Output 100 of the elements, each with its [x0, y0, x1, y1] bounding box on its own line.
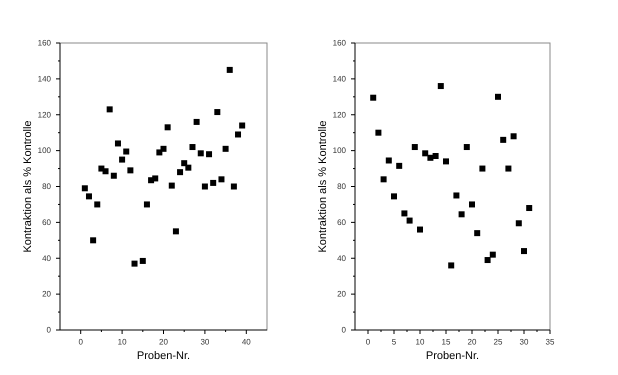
x-axis-title: Proben-Nr.: [426, 350, 480, 362]
point: [469, 201, 475, 208]
x-tick-label: 20: [159, 338, 168, 347]
point: [417, 226, 423, 233]
point: [214, 109, 220, 116]
y-tick-label: 160: [38, 38, 52, 48]
y-tick-label: 140: [38, 74, 52, 84]
point: [82, 185, 88, 192]
point: [406, 218, 413, 224]
point: [164, 124, 171, 130]
point: [132, 260, 138, 267]
y-tick-label: 0: [342, 326, 347, 335]
point: [396, 162, 402, 169]
x-tick-label: 10: [118, 338, 128, 347]
x-tick-label: 20: [468, 338, 477, 347]
point: [438, 83, 444, 90]
point: [194, 118, 200, 125]
point: [222, 146, 229, 152]
point: [235, 131, 242, 138]
point: [90, 237, 96, 244]
x-tick-label: 35: [546, 338, 555, 347]
point: [380, 176, 387, 182]
point: [86, 193, 92, 200]
x-tick-label: 5: [392, 338, 397, 347]
point: [202, 184, 208, 190]
point: [189, 144, 196, 150]
x-tick-label: 30: [200, 338, 210, 347]
point: [168, 182, 175, 189]
point: [172, 228, 179, 234]
x-tick-label: 25: [494, 338, 503, 347]
point: [110, 172, 117, 179]
point: [375, 130, 382, 136]
y-tick-label: 100: [38, 146, 52, 156]
point: [386, 157, 392, 164]
point: [474, 230, 480, 236]
y-tick-label: 40: [42, 254, 52, 263]
point: [458, 211, 465, 218]
point: [210, 180, 216, 186]
point: [123, 148, 130, 155]
point: [479, 166, 486, 172]
point: [484, 257, 491, 264]
point: [114, 140, 121, 146]
point: [218, 176, 224, 182]
x-tick-label: 10: [416, 338, 425, 347]
point: [152, 175, 158, 182]
y-axis-title: Kontraktion als % Kontrolle: [317, 120, 329, 253]
point: [198, 150, 204, 156]
point: [448, 262, 454, 268]
y-axis-title: Kontraktion als % Kontrolle: [22, 120, 34, 253]
y-tick-label: 160: [332, 38, 347, 48]
x-tick-label: 0: [78, 338, 84, 347]
point: [495, 94, 501, 100]
point: [401, 210, 408, 216]
point: [177, 169, 184, 176]
y-tick-label: 40: [337, 254, 347, 263]
point: [516, 220, 522, 226]
point: [94, 201, 100, 208]
point: [140, 258, 146, 264]
y-tick-label: 100: [332, 146, 347, 156]
point: [526, 205, 532, 212]
point: [102, 168, 109, 174]
point: [464, 144, 470, 150]
point: [443, 158, 449, 164]
point: [230, 184, 237, 190]
point: [432, 153, 439, 160]
point: [391, 193, 397, 200]
point: [144, 201, 150, 208]
point: [505, 166, 512, 172]
x-tick-label: 15: [442, 338, 451, 347]
point: [181, 160, 188, 166]
point: [185, 164, 192, 171]
y-tick-label: 120: [332, 110, 347, 120]
y-tick-label: 80: [42, 182, 52, 192]
point: [119, 156, 126, 163]
x-tick-label: 40: [242, 338, 252, 347]
point: [490, 252, 496, 258]
x-tick-label: 30: [520, 338, 529, 347]
point: [226, 66, 233, 73]
point: [160, 146, 166, 152]
point: [500, 136, 506, 143]
point: [106, 106, 113, 112]
y-tick-label: 140: [332, 74, 347, 84]
x-axis-title: Proben-Nr.: [136, 350, 190, 362]
point: [510, 133, 517, 140]
y-tick-label: 20: [42, 290, 52, 299]
point: [127, 167, 134, 174]
y-tick-label: 60: [337, 218, 347, 227]
point: [521, 248, 527, 254]
point: [206, 151, 212, 158]
point: [239, 122, 246, 129]
y-tick-label: 0: [46, 326, 52, 335]
point: [453, 192, 460, 198]
x-tick-label: 0: [366, 338, 371, 347]
y-tick-label: 80: [337, 182, 347, 192]
y-tick-label: 20: [337, 290, 347, 299]
point: [422, 150, 428, 156]
y-tick-label: 120: [38, 110, 52, 120]
point: [370, 94, 376, 101]
y-tick-label: 60: [42, 218, 52, 227]
point: [412, 144, 418, 150]
